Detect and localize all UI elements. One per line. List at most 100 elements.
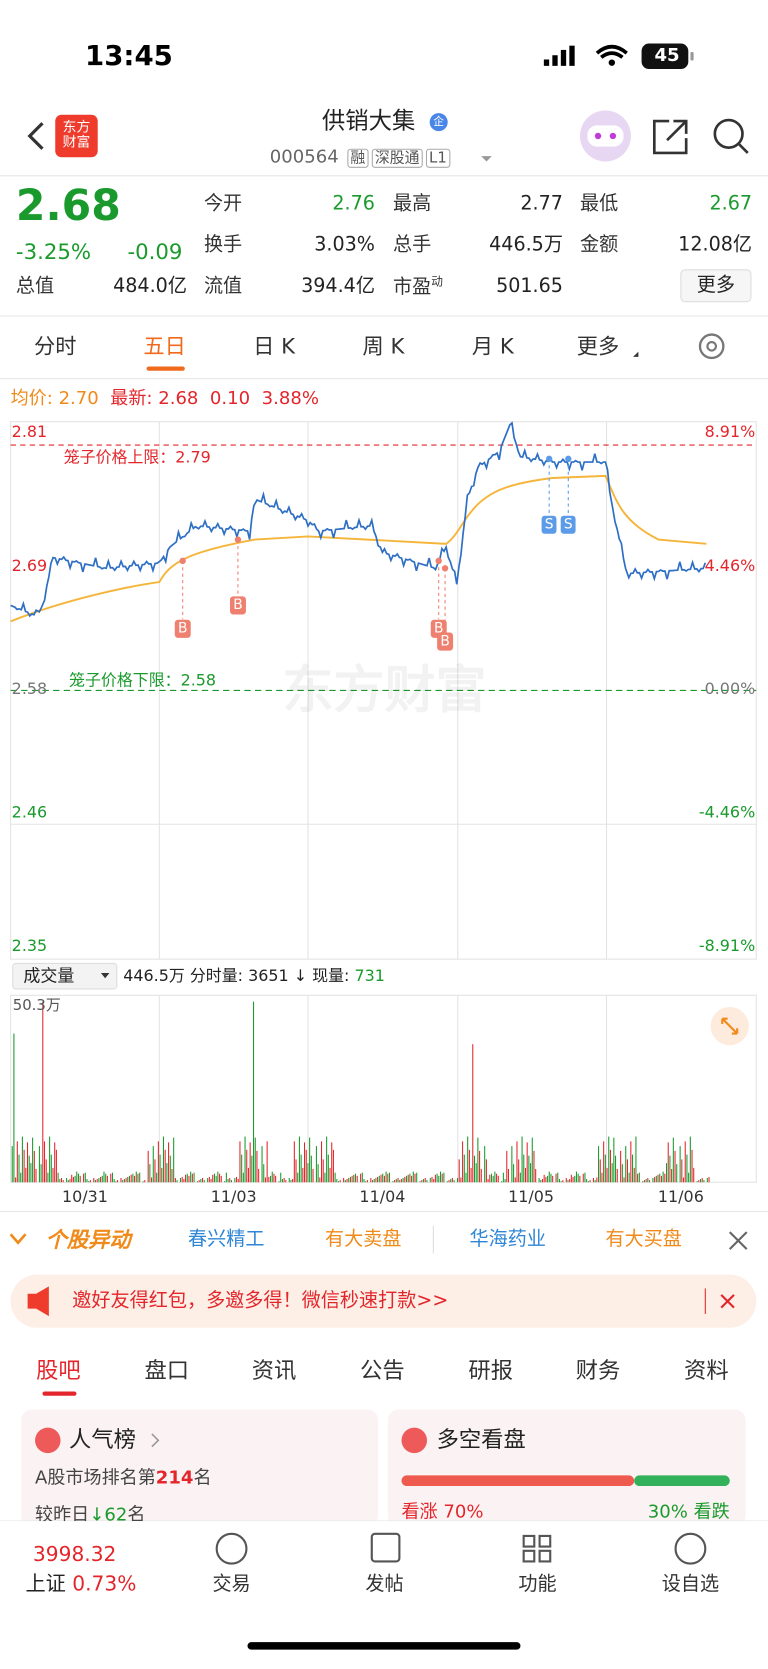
value: 70% xyxy=(443,1501,484,1523)
stat-label: 今开 xyxy=(203,192,243,215)
settings[interactable] xyxy=(698,333,725,360)
stat-value: 2.67 xyxy=(709,192,753,215)
volume-bar xyxy=(337,1181,340,1183)
volume-bar xyxy=(156,1172,158,1183)
tab[interactable]: 分时 xyxy=(33,333,77,360)
total: 446.5万 xyxy=(123,966,185,986)
volume-bar xyxy=(20,1172,22,1183)
share[interactable] xyxy=(652,119,688,155)
stat-label: 最高 xyxy=(393,192,432,215)
volume-bar xyxy=(434,1174,436,1183)
section-tab[interactable]: 资讯 xyxy=(251,1358,297,1384)
close-banner[interactable] xyxy=(720,1294,735,1309)
volume-bar xyxy=(490,1173,493,1183)
volume-bar xyxy=(599,1159,601,1183)
close-ticker[interactable] xyxy=(728,1231,748,1250)
section-tab[interactable]: 资料 xyxy=(684,1358,729,1384)
section-tab[interactable]: 盘口 xyxy=(144,1358,190,1384)
last-label: 最新: xyxy=(110,388,153,410)
search[interactable] xyxy=(713,118,744,149)
volume-bar xyxy=(405,1175,408,1183)
ticker-item[interactable]: 有大买盘 xyxy=(605,1227,682,1251)
more-button[interactable] xyxy=(680,269,752,303)
volume-bar xyxy=(560,1181,562,1183)
pct: 3.88% xyxy=(261,388,319,410)
volume-bar xyxy=(15,1177,17,1183)
ticker-item[interactable]: 春兴精工 xyxy=(188,1227,265,1251)
marker: S xyxy=(541,515,557,534)
ticker-item[interactable]: 有大卖盘 xyxy=(325,1227,402,1251)
card-popularity[interactable] xyxy=(21,1409,379,1527)
volume-bar xyxy=(409,1173,411,1183)
volume-bar xyxy=(538,1177,540,1183)
volume-selector-label[interactable]: 成交量 xyxy=(23,965,75,986)
volume-bar xyxy=(43,1141,46,1183)
volume-bar xyxy=(484,1146,486,1183)
collapse[interactable] xyxy=(9,1233,27,1245)
volume-bar xyxy=(220,1175,222,1183)
popularity-title: 人气榜 xyxy=(69,1427,136,1453)
banner[interactable]: 邀好友得红包，多邀多得！微信秒速打款>> xyxy=(72,1289,449,1312)
section-tab[interactable]: 股吧 xyxy=(36,1358,81,1384)
rank: A股市场排名第214名 xyxy=(35,1467,211,1489)
volume-bar xyxy=(608,1136,610,1183)
y2-label: -8.91% xyxy=(698,936,756,956)
volume-bar xyxy=(207,1177,209,1183)
volume-bar xyxy=(682,1177,685,1183)
volume-bar xyxy=(453,1180,455,1183)
nav-item[interactable]: 发帖 xyxy=(365,1573,404,1596)
volume-selector[interactable] xyxy=(12,962,118,990)
stock-code: 000564 融深股通 L1 xyxy=(270,148,453,168)
nav-item[interactable]: 功能 xyxy=(518,1573,557,1596)
back[interactable] xyxy=(27,122,44,150)
section-tab[interactable]: 研报 xyxy=(468,1358,514,1384)
volume-bar xyxy=(404,1176,406,1183)
volume-bar xyxy=(258,1168,260,1183)
volume-bar xyxy=(77,1173,80,1183)
card-sentiment[interactable] xyxy=(387,1409,746,1527)
avg-label: 均价: xyxy=(10,388,53,410)
nav-item[interactable]: 交易 xyxy=(212,1573,251,1596)
tab[interactable]: 五日 xyxy=(143,333,186,360)
y-label: 2.46 xyxy=(11,802,48,822)
ticker-item[interactable]: 华海药业 xyxy=(469,1227,546,1251)
value: 214 xyxy=(155,1467,194,1489)
volume-bar xyxy=(706,1177,708,1183)
volume-bar xyxy=(215,1175,217,1183)
volume-bar xyxy=(253,1001,255,1183)
volume-bar xyxy=(62,1180,64,1183)
section-tab[interactable]: 公告 xyxy=(360,1358,405,1384)
tab[interactable]: 月 K xyxy=(471,333,514,360)
volume-bar xyxy=(261,1146,263,1183)
stat-label: 流值 xyxy=(203,275,243,298)
index[interactable]: 上证 0.73% xyxy=(25,1574,136,1595)
volume-bar xyxy=(526,1142,528,1183)
section-tab[interactable]: 财务 xyxy=(575,1358,621,1384)
label: 笼子价格上限： xyxy=(63,447,176,467)
volume-bar xyxy=(354,1173,357,1183)
watermark: 东方财富 xyxy=(282,660,487,721)
change: -0.09 xyxy=(127,238,183,265)
volume-bar xyxy=(25,1167,27,1183)
volume-bar xyxy=(645,1179,647,1183)
more[interactable]: 更多 xyxy=(696,274,736,297)
marker-dot xyxy=(179,557,186,565)
stat-sup: 动 xyxy=(431,275,443,289)
volume-bar xyxy=(137,1173,139,1183)
tab[interactable]: 周 K xyxy=(362,333,405,360)
volume-bar xyxy=(628,1172,630,1183)
volume-bar xyxy=(176,1180,178,1183)
tab[interactable]: 更多 xyxy=(576,333,620,360)
tab[interactable]: 日 K xyxy=(253,333,296,360)
volume-bar xyxy=(671,1168,673,1183)
volume-bar xyxy=(416,1172,418,1183)
volume-bar xyxy=(620,1150,622,1183)
volume-bar xyxy=(125,1177,127,1183)
nav-item[interactable]: 设自选 xyxy=(661,1573,720,1596)
stat-value: 3.03% xyxy=(314,233,375,256)
volume-bar xyxy=(623,1177,625,1183)
volume-bar xyxy=(558,1179,560,1183)
volume-bar xyxy=(327,1154,329,1183)
